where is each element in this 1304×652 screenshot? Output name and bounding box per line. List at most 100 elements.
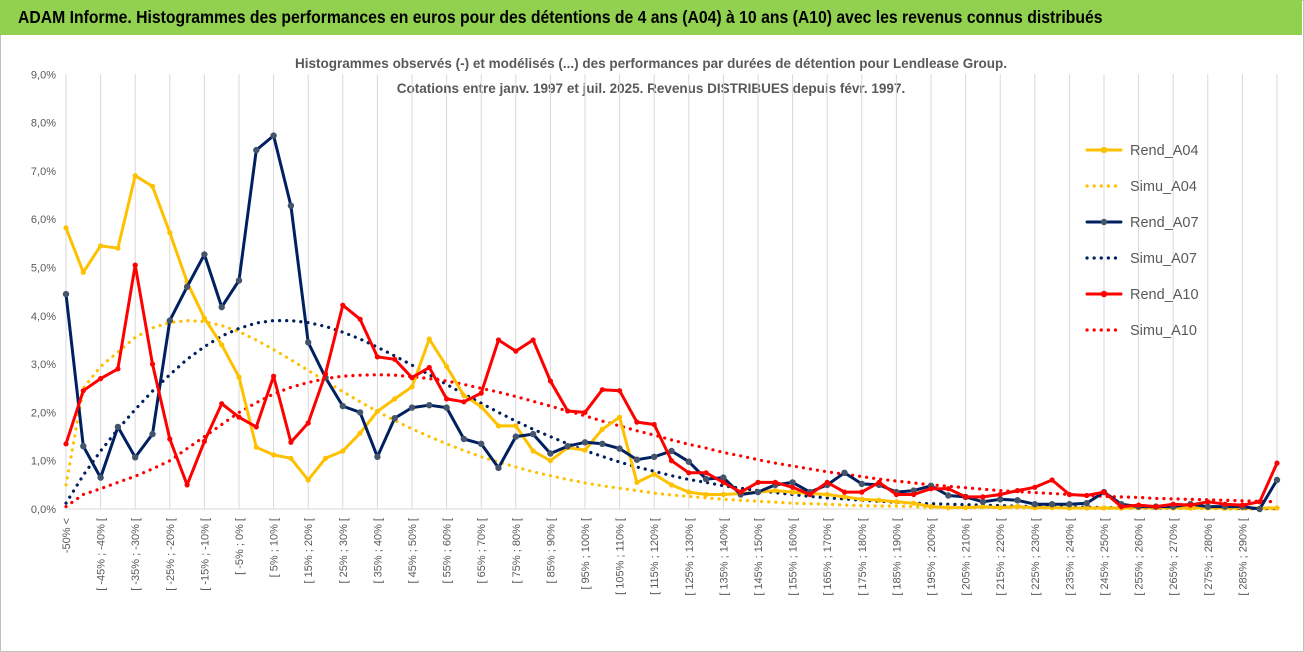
data-point	[963, 494, 969, 500]
data-point	[911, 500, 917, 506]
data-point	[702, 475, 710, 483]
data-point	[617, 414, 623, 420]
data-point	[374, 408, 380, 414]
data-point	[115, 245, 121, 251]
data-point	[340, 302, 346, 308]
y-tick-label: 3,0%	[31, 359, 56, 371]
x-tick-label: [ 105% ; 110% [	[615, 518, 627, 595]
data-point	[478, 440, 485, 447]
data-point	[115, 366, 121, 372]
data-point	[1031, 501, 1039, 508]
data-point	[530, 448, 536, 454]
x-tick-label: -50% <	[61, 518, 73, 553]
x-tick-label: [ 225% ; 230% [	[1030, 518, 1042, 596]
data-point	[392, 356, 398, 362]
x-tick-label: [ 255% ; 260% [	[1134, 518, 1146, 596]
x-tick-label: [ -15% ; -10% [	[199, 518, 211, 591]
data-point	[755, 479, 761, 485]
data-point	[858, 480, 865, 488]
x-tick-label: [ 95% ; 100% [	[580, 518, 592, 590]
x-tick-label: [ 265% ; 270% [	[1168, 518, 1180, 596]
data-point	[634, 419, 640, 425]
data-point	[426, 364, 432, 371]
data-point	[426, 402, 433, 409]
legend-label: Rend_A07	[1130, 215, 1199, 231]
data-point	[1257, 499, 1263, 505]
data-point	[97, 474, 104, 481]
y-tick-label: 2,0%	[31, 407, 56, 419]
y-tick-label: 8,0%	[31, 118, 56, 130]
data-point	[149, 430, 156, 438]
data-point	[893, 499, 900, 505]
x-tick-label: [ 195% ; 200% [	[926, 518, 938, 596]
legend-marker	[1100, 290, 1108, 298]
data-point	[547, 450, 554, 457]
legend-item-simu_a07[interactable]: Simu_A07	[1085, 251, 1197, 267]
data-point	[235, 277, 243, 284]
data-point	[1187, 502, 1194, 508]
x-tick-label: [ 155% ; 160% [	[788, 518, 800, 596]
data-point	[997, 496, 1004, 503]
legend-item-rend_a04[interactable]: Rend_A04	[1085, 143, 1199, 159]
data-point	[98, 376, 104, 382]
legend[interactable]: Rend_A04 Simu_A04 Rend_A07 Simu_A07 Rend_A10…	[1085, 143, 1199, 339]
data-point	[547, 378, 554, 384]
x-tick-label: [ -25% ; -20% [	[165, 518, 177, 591]
legend-item-rend_a07[interactable]: Rend_A07	[1085, 215, 1199, 231]
data-point	[599, 387, 605, 393]
legend-item-simu_a04[interactable]: Simu_A04	[1085, 179, 1197, 195]
data-point	[599, 426, 605, 432]
series-rend_a10	[63, 262, 1280, 510]
data-point	[478, 390, 484, 396]
chart-title-line-1: Histogrammes observés (-) et modélisés (…	[295, 56, 1007, 71]
legend-label: Simu_A04	[1130, 179, 1197, 195]
data-point	[63, 441, 69, 447]
data-point	[703, 470, 709, 476]
data-point	[114, 423, 122, 431]
data-point	[685, 458, 692, 465]
data-point	[201, 438, 207, 444]
data-point	[1084, 505, 1090, 511]
data-point	[1066, 491, 1072, 498]
data-point	[478, 404, 484, 410]
data-point	[1049, 477, 1055, 483]
chart-title-line-2: Cotations entre janv. 1997 et juil. 2025…	[397, 81, 905, 96]
x-tick-label: [ 235% ; 240% [	[1064, 518, 1076, 596]
report-header: ADAM Informe. Histogrammes des performan…	[0, 0, 1302, 35]
data-point	[928, 486, 934, 492]
x-tick-label: [ 85% ; 90% [	[545, 518, 557, 583]
data-point	[772, 488, 778, 494]
y-tick-label: 6,0%	[31, 214, 56, 226]
y-tick-label: 9,0%	[31, 69, 56, 81]
data-point	[409, 384, 415, 390]
data-point	[651, 453, 658, 460]
y-tick-label: 4,0%	[31, 311, 56, 323]
x-tick-label: [ 5% ; 10% [	[269, 518, 281, 577]
x-tick-label: [ 165% ; 170% [	[822, 518, 834, 596]
data-point	[80, 388, 86, 394]
x-tick-label: [ 65% ; 70% [	[476, 518, 488, 583]
data-point	[253, 146, 260, 154]
data-point	[98, 243, 104, 249]
x-tick-label: [ 45% ; 50% [	[407, 518, 419, 583]
x-tick-label: [ 55% ; 60% [	[442, 518, 454, 583]
data-point	[271, 452, 277, 458]
data-point	[270, 132, 277, 139]
data-point	[859, 496, 865, 502]
data-point	[599, 440, 606, 447]
data-point	[287, 202, 295, 209]
legend-item-simu_a10[interactable]: Simu_A10	[1085, 323, 1197, 339]
x-tick-label: [ 135% ; 140% [	[718, 518, 730, 596]
legend-item-rend_a10[interactable]: Rend_A10	[1085, 287, 1199, 303]
data-point	[651, 471, 657, 477]
data-point	[357, 316, 363, 322]
data-point	[790, 489, 796, 495]
data-point	[997, 505, 1003, 511]
data-point	[841, 469, 848, 476]
data-point	[1032, 484, 1038, 490]
data-point	[271, 373, 277, 379]
data-point	[374, 453, 381, 460]
data-point	[322, 455, 329, 461]
x-tick-label: [ -35% ; -30% [	[130, 518, 142, 591]
